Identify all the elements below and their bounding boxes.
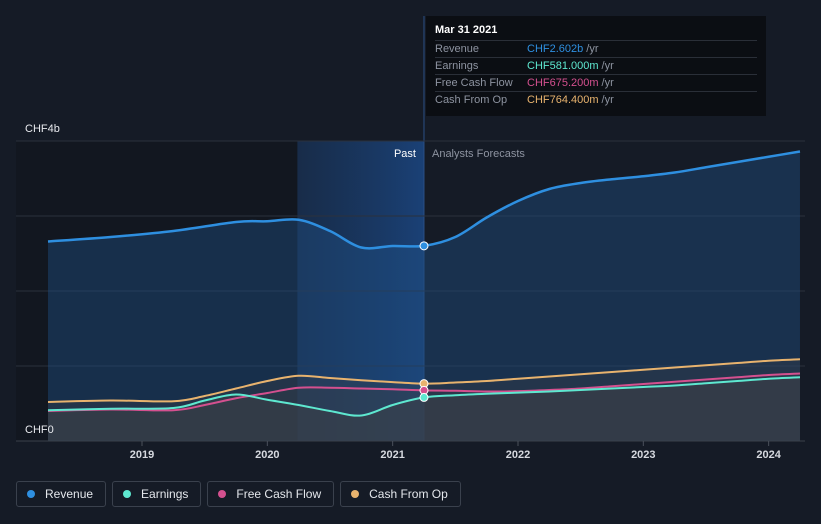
legend: Revenue Earnings Free Cash Flow Cash From O… — [16, 481, 461, 507]
tooltip-date: Mar 31 2021 — [435, 24, 498, 36]
line-cash-from-op — [47, 358, 801, 403]
tooltip-row-name: Earnings — [435, 60, 479, 72]
x-tick-label: 2021 — [380, 449, 404, 461]
tooltip-row-unit: /yr — [601, 94, 614, 106]
x-tick-label: 2022 — [506, 449, 530, 461]
legend-item-cash-from-op[interactable]: Cash From Op — [340, 481, 461, 507]
x-tick-label: 2019 — [130, 449, 154, 461]
x-tick-label: 2024 — [756, 449, 781, 461]
marker-revenue — [419, 241, 429, 251]
legend-dot-icon — [218, 490, 227, 498]
tooltip-row-name: Cash From Op — [435, 94, 508, 106]
tooltip-row-value: CHF581.000m — [527, 60, 599, 72]
tooltip-row: Cash From Op CHF764.400m/yr — [435, 91, 757, 108]
area-earnings — [48, 377, 800, 441]
chart: 2019 2020 2021 2022 2023 2024 CHF4b CHF0 Past Ana… — [16, 16, 805, 461]
legend-item-revenue[interactable]: Revenue — [16, 481, 107, 507]
tooltip-row: Revenue CHF2.602b/yr — [435, 40, 757, 57]
line-free-cash-flow — [47, 372, 801, 412]
x-tick-label: 2020 — [255, 449, 279, 461]
tooltip-row-name: Revenue — [435, 43, 480, 55]
x-tick-label: 2023 — [631, 449, 655, 461]
tooltip-row-unit: /yr — [586, 43, 599, 55]
legend-dot-icon — [123, 490, 132, 498]
forecast-label: Analysts Forecasts — [432, 148, 525, 160]
tooltip-row-unit: /yr — [601, 77, 614, 89]
tooltip-row-value: CHF2.602b — [527, 43, 584, 55]
y-label-bottom: CHF0 — [25, 424, 54, 436]
legend-dot-icon — [351, 490, 360, 498]
legend-item-earnings[interactable]: Earnings — [112, 481, 202, 507]
y-label-top: CHF4b — [25, 123, 60, 135]
line-earnings — [47, 376, 801, 417]
tooltip-row-unit: /yr — [601, 60, 614, 72]
tooltip: Mar 31 2021 Revenue CHF2.602b/yr Earnings C… — [426, 16, 766, 116]
marker-earnings — [419, 392, 429, 402]
tooltip-row-value: CHF675.200m — [527, 77, 599, 89]
tooltip-row: Earnings CHF581.000m/yr — [435, 57, 757, 74]
legend-label: Revenue — [45, 487, 94, 501]
legend-label: Free Cash Flow — [236, 487, 322, 501]
legend-label: Earnings — [141, 487, 189, 501]
tooltip-row-name: Free Cash Flow — [435, 77, 513, 89]
past-label: Past — [394, 148, 416, 160]
tooltip-row: Free Cash Flow CHF675.200m/yr — [435, 74, 757, 91]
area-revenue — [48, 151, 800, 441]
legend-label: Cash From Op — [369, 487, 448, 501]
line-revenue — [47, 150, 801, 250]
legend-dot-icon — [27, 490, 35, 498]
legend-item-free-cash-flow[interactable]: Free Cash Flow — [207, 481, 335, 507]
tooltip-row-value: CHF764.400m — [527, 94, 599, 106]
